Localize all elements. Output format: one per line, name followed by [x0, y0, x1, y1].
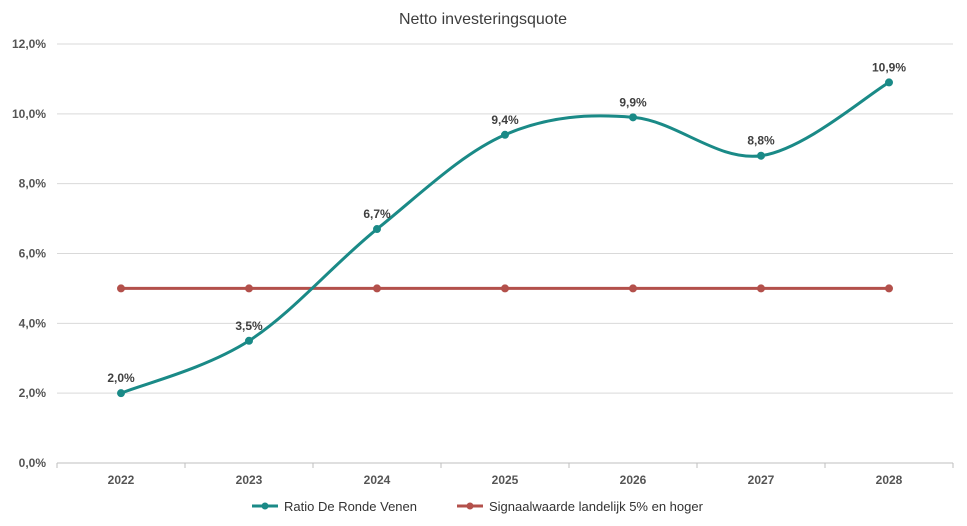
series-line [119, 80, 891, 395]
legend-marker [261, 502, 269, 510]
gridlines [57, 43, 953, 464]
data-point [757, 284, 765, 293]
legend-label: Signaalwaarde landelijk 5% en hoger [489, 499, 704, 514]
data-point [117, 284, 125, 293]
y-tick-label: 0,0% [19, 456, 47, 470]
chart-title: Netto investeringsquote [399, 11, 567, 28]
data-point [245, 284, 253, 293]
x-tick-label: 2023 [236, 473, 263, 487]
data-labels: 2,0% 3,5% 6,7% 9,4% 9,9% 8,8% 10,9% [107, 60, 906, 385]
x-tick-label: 2025 [492, 473, 519, 487]
data-label: 9,4% [491, 113, 519, 127]
data-label: 9,9% [619, 95, 647, 109]
y-tick-label: 12,0% [12, 37, 46, 51]
x-tick-label: 2028 [876, 473, 903, 487]
data-point [629, 113, 637, 122]
data-point [501, 130, 509, 139]
data-label: 2,0% [107, 371, 135, 385]
data-label: 8,8% [747, 134, 775, 148]
data-label: 6,7% [363, 207, 391, 221]
data-label: 3,5% [235, 319, 263, 333]
x-axis-ticks: 2022 2023 2024 2025 2026 2027 2028 [56, 463, 954, 487]
data-point [245, 336, 253, 345]
y-tick-label: 4,0% [19, 316, 47, 330]
data-point [885, 78, 893, 87]
data-point [885, 284, 893, 293]
data-point [501, 284, 509, 293]
legend-item: Ratio De Ronde Venen [252, 499, 417, 514]
x-tick-label: 2024 [364, 473, 391, 487]
x-tick-label: 2026 [620, 473, 647, 487]
y-axis-ticks: 0,0% 2,0% 4,0% 6,0% 8,0% 10,0% 12,0% [12, 37, 46, 470]
legend-marker [466, 502, 474, 510]
y-tick-label: 2,0% [19, 386, 47, 400]
data-point [629, 284, 637, 293]
series-layer [117, 78, 893, 398]
legend: Ratio De Ronde Venen Signaalwaarde landel… [252, 499, 704, 514]
data-label: 10,9% [872, 60, 906, 74]
y-tick-label: 6,0% [19, 247, 47, 261]
data-point [373, 284, 381, 293]
x-tick-label: 2022 [108, 473, 135, 487]
data-point [373, 225, 381, 234]
y-tick-label: 10,0% [12, 107, 46, 121]
legend-item: Signaalwaarde landelijk 5% en hoger [457, 499, 704, 514]
data-point [757, 151, 765, 160]
data-point [117, 389, 125, 398]
legend-label: Ratio De Ronde Venen [284, 499, 417, 514]
x-tick-label: 2027 [748, 473, 775, 487]
y-tick-label: 8,0% [19, 177, 47, 191]
